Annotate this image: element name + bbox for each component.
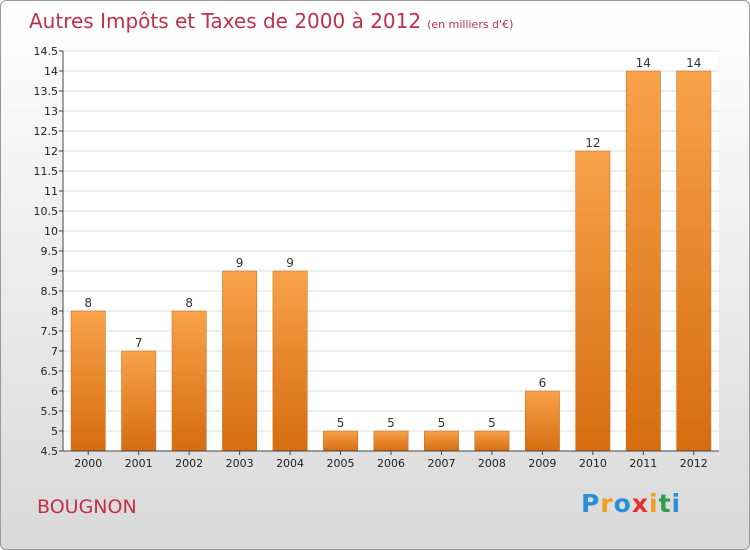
chart-title-block: Autres Impôts et Taxes de 2000 à 2012 (en… [29, 9, 513, 33]
x-tick-label: 2010 [579, 457, 607, 470]
logo-letter: P [581, 489, 601, 518]
y-tick-label: 6 [51, 385, 58, 398]
y-tick-label: 11 [44, 185, 58, 198]
data-label: 7 [135, 336, 143, 350]
y-tick-label: 13 [44, 105, 58, 118]
logo-letter: t [658, 489, 672, 518]
data-label: 8 [84, 296, 92, 310]
x-tick-label: 2009 [528, 457, 556, 470]
x-tick-label: 2003 [226, 457, 254, 470]
y-tick-label: 9 [51, 265, 58, 278]
bar [524, 390, 560, 452]
data-label: 14 [686, 56, 701, 70]
y-tick-label: 9.5 [41, 245, 59, 258]
bar [373, 430, 409, 452]
y-tick-label: 5 [51, 425, 58, 438]
y-tick-label: 8 [51, 305, 58, 318]
x-tick-label: 2005 [327, 457, 355, 470]
logo-letter: i [671, 489, 682, 518]
x-tick-label: 2007 [427, 457, 455, 470]
y-tick-label: 7.5 [41, 325, 59, 338]
data-label: 8 [185, 296, 193, 310]
grid-lines [63, 50, 719, 452]
bar [171, 310, 207, 452]
y-tick-label: 11.5 [34, 165, 59, 178]
y-tick-label: 10 [44, 225, 58, 238]
bar [625, 70, 661, 452]
data-label: 5 [387, 416, 395, 430]
x-tick-label: 2002 [175, 457, 203, 470]
bar [323, 430, 358, 452]
bar [272, 270, 308, 452]
bar [474, 430, 510, 452]
x-tick-label: 2011 [629, 457, 657, 470]
x-tick-label: 2001 [125, 457, 153, 470]
y-tick-label: 14 [44, 65, 58, 78]
y-tick-label: 12 [44, 145, 58, 158]
x-tick-label: 2008 [478, 457, 506, 470]
chart-subtitle: (en milliers d'€) [427, 18, 514, 31]
data-label: 6 [539, 376, 547, 390]
data-label: 12 [585, 136, 600, 150]
logo-letter: o [613, 489, 632, 518]
x-tick-label: 2012 [680, 457, 708, 470]
y-tick-label: 8.5 [41, 285, 59, 298]
y-tick-label: 14.5 [34, 45, 59, 58]
bar [121, 350, 157, 452]
y-tick-label: 5.5 [41, 405, 59, 418]
bar [70, 310, 106, 452]
bar [676, 70, 712, 452]
data-label: 9 [236, 256, 244, 270]
bar [222, 270, 258, 452]
data-label: 14 [636, 56, 651, 70]
y-tick-label: 7 [51, 345, 58, 358]
y-tick-label: 6.5 [41, 365, 59, 378]
y-tick-label: 4.5 [41, 445, 59, 458]
y-tick-label: 13.5 [34, 85, 59, 98]
x-axis: 2000 2001 2002 2003 2004 2005 2006 2007 2008 2009… [63, 450, 719, 470]
y-tick-label: 10.5 [34, 205, 59, 218]
data-label: 9 [286, 256, 294, 270]
data-label: 5 [438, 416, 446, 430]
chart-title: Autres Impôts et Taxes de 2000 à 2012 [29, 9, 422, 33]
proxiti-logo[interactable]: Proxiti [581, 489, 681, 518]
data-label: 5 [488, 416, 496, 430]
data-label: 5 [337, 416, 345, 430]
bar [424, 430, 459, 452]
x-tick-label: 2006 [377, 457, 405, 470]
logo-letter: x [631, 489, 649, 518]
commune-name: BOUGNON [37, 496, 137, 518]
bar [575, 150, 611, 452]
logo-letter: i [649, 489, 659, 518]
bars: 8 7 8 9 9 5 5 5 5 6 12 14 14 [70, 56, 712, 452]
logo-letter: r [600, 489, 614, 518]
y-tick-label: 12.5 [34, 125, 59, 138]
x-tick-label: 2004 [276, 457, 304, 470]
y-axis: 4.5 5 5.5 6 6.5 7 7.5 8 8.5 9 9.5 10 10.5 11 11.5 12 12.… [34, 45, 64, 458]
x-tick-label: 2000 [74, 457, 102, 470]
